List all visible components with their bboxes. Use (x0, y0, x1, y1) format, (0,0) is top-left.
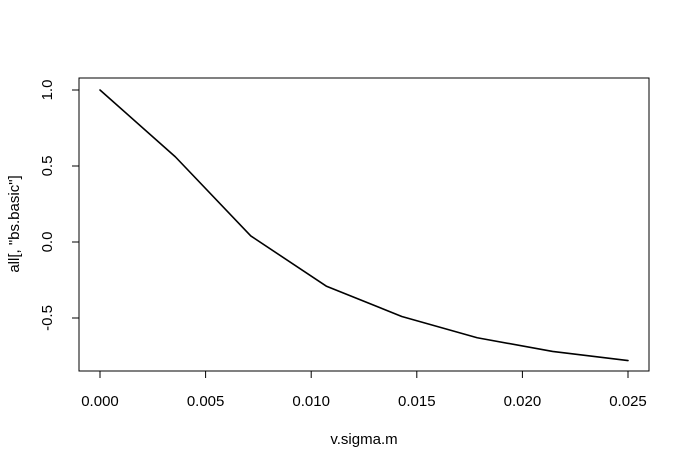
series-layer (99, 89, 629, 362)
x-axis: 0.000 0.005 0.010 0.015 0.020 0.025 (81, 370, 647, 410)
series-line (99, 89, 629, 362)
x-tick-label: 0.005 (187, 393, 225, 410)
y-axis: -0.5 0.0 0.5 1.0 (39, 80, 80, 331)
x-tick-label: 0.010 (292, 393, 330, 410)
x-tick-label: 0.000 (81, 393, 119, 410)
y-tick-label: 1.0 (39, 80, 56, 101)
y-tick-label: 0.0 (39, 232, 56, 253)
plot-area-frame (78, 77, 650, 372)
y-tick-label: 0.5 (39, 156, 56, 177)
y-axis-label: all[, "bs.basic"] (6, 175, 23, 272)
x-tick-label: 0.025 (609, 393, 647, 410)
x-tick-label: 0.015 (398, 393, 436, 410)
x-axis-label: v.sigma.m (330, 431, 397, 448)
x-tick-label: 0.020 (504, 393, 542, 410)
y-tick-label: -0.5 (39, 305, 56, 331)
